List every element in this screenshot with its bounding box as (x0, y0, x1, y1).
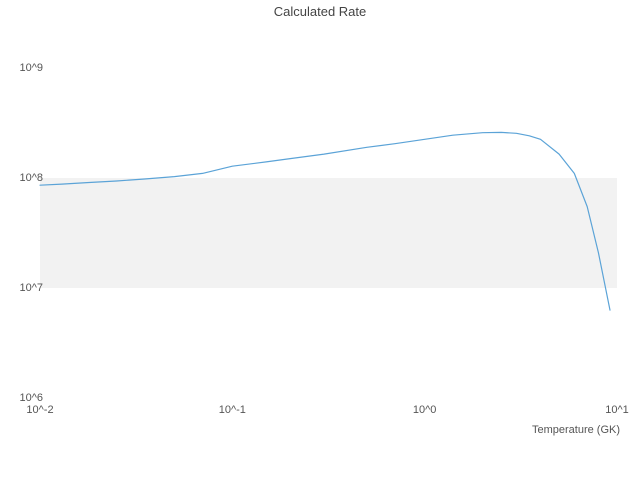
rate-line (39, 131, 611, 311)
x-tick-label: 10^0 (412, 404, 437, 416)
y-tick-label: 10^7 (19, 281, 43, 294)
shaded-band (40, 178, 617, 288)
x-tick-label: 10^1 (605, 404, 629, 416)
x-tick-label: 10^-1 (218, 404, 246, 416)
x-tick-label: 10^-2 (26, 404, 54, 416)
y-tick-label: 10^8 (19, 171, 43, 184)
y-tick-label: 10^9 (19, 61, 43, 74)
chart-title: Calculated Rate (273, 4, 367, 19)
y-tick-label: 10^6 (19, 391, 43, 404)
x-axis-title: Temperature (GK) (531, 424, 620, 436)
